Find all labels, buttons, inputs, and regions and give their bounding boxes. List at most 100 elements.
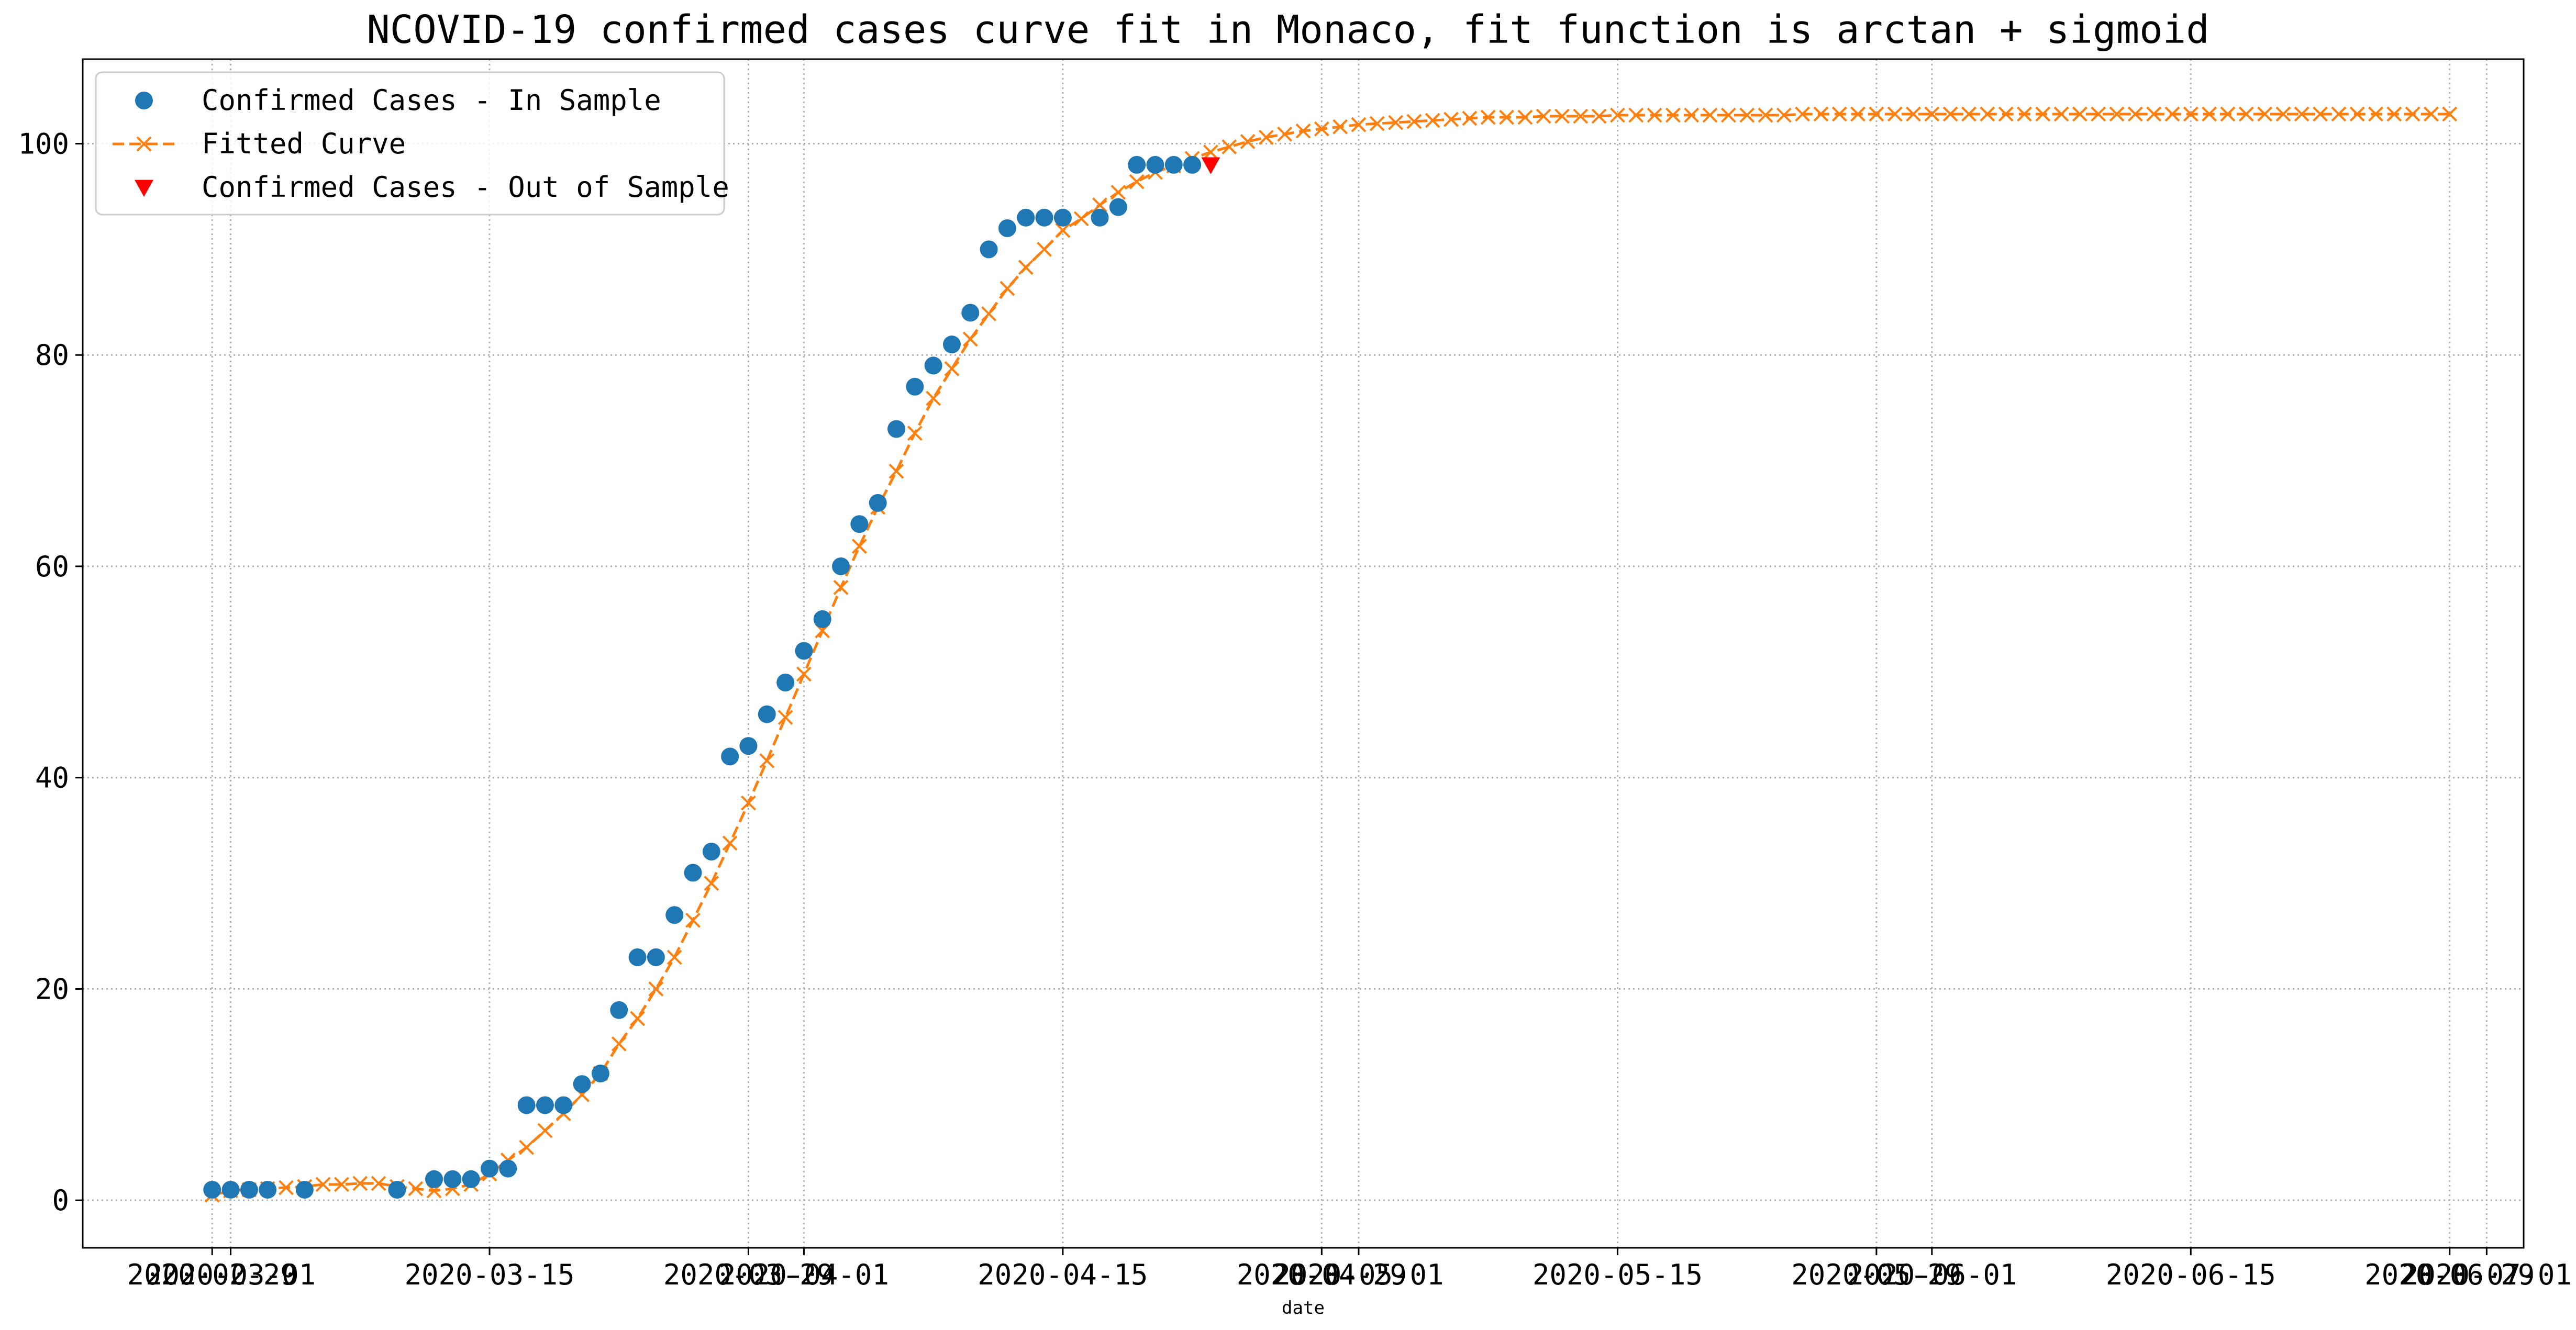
fitted-curve-point [1462, 110, 1478, 126]
fitted-curve-point [2386, 106, 2402, 122]
in-sample-point [499, 1159, 517, 1178]
fitted-curve-point [796, 666, 812, 682]
fitted-curve-point [1998, 106, 2014, 122]
in-sample-point [665, 906, 684, 924]
in-sample-point [536, 1096, 554, 1114]
in-sample-point [1017, 208, 1035, 227]
fitted-curve-point [2164, 106, 2180, 122]
y-tick-label: 40 [35, 762, 69, 795]
plot-frame [82, 58, 2525, 1249]
fitted-curve-point [741, 795, 756, 811]
fitted-curve-point [2442, 106, 2458, 122]
in-sample-point [758, 705, 776, 723]
in-sample-point [517, 1096, 536, 1114]
in-sample-point [832, 557, 850, 575]
fitted-curve-line [212, 113, 2450, 1197]
in-sample-point [554, 1096, 573, 1114]
fitted-curve-point [2072, 106, 2088, 122]
fitted-curve-point [2294, 106, 2309, 122]
x-tick-label: 2020-05-01 [1273, 1258, 1444, 1291]
fitted-curve-point [334, 1177, 349, 1192]
fitted-curve-point [2183, 106, 2199, 122]
in-sample-point [388, 1180, 406, 1199]
fitted-curve-point [1702, 107, 1718, 123]
legend: Confirmed Cases - In Sample Fitted Curve C… [95, 71, 729, 216]
in-sample-point [702, 843, 720, 860]
in-sample-point [259, 1180, 277, 1199]
in-sample-point [776, 674, 795, 692]
in-sample-point [628, 948, 647, 966]
fitted-curve-point [2368, 106, 2383, 122]
in-sample-point [795, 642, 813, 660]
fitted-curve-point [1536, 108, 1551, 124]
x-tick-label: 2020-04-15 [978, 1258, 1148, 1291]
fitted-curve-point [408, 1181, 424, 1197]
in-sample-point [887, 420, 905, 438]
in-sample-point [1164, 155, 1183, 174]
x-tick-label: 2020-05-29 [1791, 1258, 1961, 1291]
in-sample-point [221, 1180, 240, 1199]
fitted-curve-point [2238, 106, 2254, 122]
x-tick-label: 2020-04-01 [719, 1258, 889, 1291]
fitted-curve-point [1333, 119, 1348, 135]
fitted-curve-point [1942, 106, 1958, 122]
in-sample-point [961, 304, 980, 322]
fitted-curve-point [1591, 108, 1607, 124]
y-tick-label: 80 [35, 339, 69, 372]
fitted-curve-point [1055, 222, 1071, 238]
in-sample-point [1183, 155, 1202, 174]
in-sample-point [924, 356, 942, 375]
fitted-curve-series [204, 106, 2458, 1203]
in-sample-point [1035, 208, 1053, 227]
fitted-curve-point [1665, 107, 1681, 123]
fitted-curve-point [851, 539, 867, 554]
in-sample-point [647, 948, 665, 966]
fitted-curve-point [279, 1180, 294, 1195]
in-sample-point [203, 1180, 221, 1199]
fitted-curve-point [1480, 109, 1496, 125]
fitted-curve-point [1609, 107, 1625, 123]
in-sample-point [1146, 155, 1164, 174]
in-sample-point [980, 240, 998, 259]
x-tick-label: 2020-05-15 [1533, 1258, 1703, 1291]
fitted-curve-point [1555, 108, 1570, 124]
x-tick-label: 2020-02-29 [127, 1258, 297, 1291]
in-sample-point [942, 336, 961, 354]
fitted-curve-point [1647, 107, 1662, 123]
in-sample-point [684, 864, 702, 882]
x-tick-label: 2020-06-01 [1847, 1258, 2017, 1291]
fitted-curve-point [833, 579, 849, 595]
fitted-curve-point [1684, 107, 1700, 123]
fitted-curve-point [2423, 106, 2439, 122]
fitted-curve-point [1831, 106, 1847, 122]
in-sample-point [739, 737, 758, 755]
in-sample-point [813, 610, 831, 628]
fitted-curve-point [2146, 106, 2162, 122]
fitted-curve-point [1980, 106, 1995, 122]
fitted-curve-point [2091, 106, 2106, 122]
y-tick-label: 0 [52, 1184, 69, 1217]
fitted-curve-point [685, 912, 701, 928]
fitted-curve-point [1222, 139, 1237, 154]
in-sample-point [610, 1001, 628, 1019]
fitted-curve-point [1037, 241, 1052, 257]
fitted-curve-point [1092, 197, 1107, 213]
y-tick-label: 20 [35, 973, 69, 1005]
x-tick-label: 2020-03-29 [663, 1258, 834, 1291]
fitted-curve-point [962, 331, 978, 347]
fitted-curve-point [1388, 115, 1404, 130]
in-sample-series [203, 155, 1202, 1199]
in-sample-point [462, 1170, 480, 1188]
fitted-curve-point [722, 835, 738, 851]
x-tick-label: 2020-03-01 [146, 1258, 316, 1291]
fitted-curve-point [1869, 106, 1884, 122]
fitted-curve-point [1111, 184, 1126, 200]
fitted-curve-point [1425, 113, 1440, 128]
fitted-curve-point [1776, 107, 1792, 123]
fitted-curve-point [944, 361, 960, 376]
fitted-curve-point [1813, 106, 1829, 122]
fitted-curve-point [1129, 174, 1145, 189]
